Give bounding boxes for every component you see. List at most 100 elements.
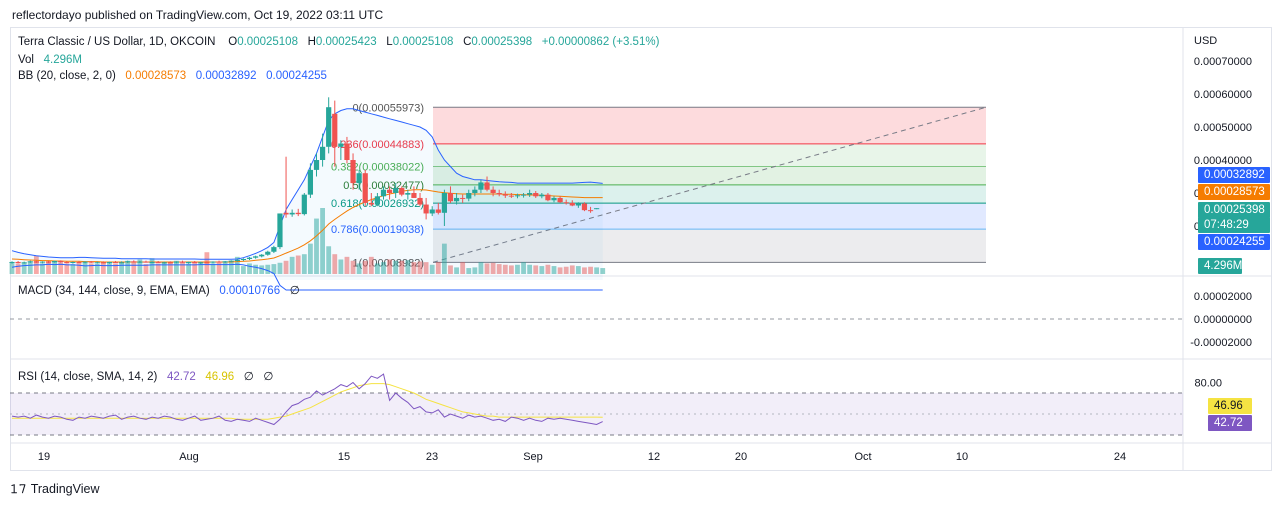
volume-bar (234, 256, 240, 274)
candle-body (508, 195, 514, 197)
volume-bar (125, 260, 131, 274)
candle-body (137, 261, 143, 263)
candle-body (380, 189, 387, 197)
candle-body (167, 262, 173, 264)
candle-body (386, 189, 393, 193)
volume-bar (15, 263, 21, 274)
volume-bar (107, 262, 112, 274)
fib-level-label: 0(0.00055973) (352, 102, 424, 114)
volume-bar (454, 267, 459, 274)
volume-bar (149, 258, 155, 274)
tradingview-logo[interactable]: 𝟷𝟽 TradingView (10, 481, 100, 497)
fib-zone (433, 166, 986, 185)
volume-bar (137, 259, 143, 274)
bb-basis-value: 0.00028573 (125, 70, 187, 82)
volume-bar (320, 208, 325, 274)
volume-bar (375, 263, 380, 274)
volume-label[interactable]: Vol (18, 54, 34, 66)
countdown-tag: 07:48:29 (1198, 217, 1270, 233)
volume-bar (82, 261, 88, 274)
candle-body (210, 261, 216, 263)
bb-upper-line (11, 108, 603, 260)
volume-bar (308, 243, 313, 274)
volume-bar (435, 262, 441, 274)
candle-body (39, 261, 46, 263)
volume-bar (113, 263, 118, 274)
candle-body (289, 212, 295, 215)
candle-body (581, 203, 588, 211)
volume-bar (198, 263, 204, 274)
candle-body (338, 143, 344, 147)
candle-body (362, 173, 368, 203)
candle-body (143, 261, 149, 263)
volume-bar (484, 263, 490, 274)
candle-body (344, 143, 350, 160)
volume-bar (508, 265, 514, 274)
low-value: 0.00025108 (392, 36, 454, 48)
volume-bar (441, 243, 447, 274)
volume-bar (283, 260, 289, 274)
macd-label[interactable]: MACD (34, 144, close, 9, EMA, EMA) (18, 285, 210, 297)
macd-legend: MACD (34, 144, close, 9, EMA, EMA) 0.000… (18, 283, 300, 297)
volume-bar (350, 260, 356, 274)
volume-bar (228, 262, 234, 274)
candle-body (76, 261, 82, 263)
volume-bar (167, 262, 173, 274)
volume-bar (131, 262, 137, 274)
volume-bar (356, 263, 362, 274)
macd-na: ∅ (289, 285, 300, 297)
candle-body (441, 193, 447, 213)
volume-bar (405, 260, 411, 274)
price-tick-label: 0.00060000 (1194, 89, 1252, 101)
rsi-line (11, 373, 603, 426)
volume-bar (155, 263, 161, 274)
candle-body (253, 256, 259, 258)
fib-zone (433, 184, 986, 204)
volume-tag: 4.296M (1198, 258, 1242, 274)
chart-frame[interactable] (10, 27, 1272, 471)
candle-body (216, 261, 222, 263)
candle-body (295, 212, 301, 215)
symbol-title[interactable]: Terra Classic / US Dollar, 1D, OKCOIN (18, 36, 216, 48)
candle-body (533, 193, 539, 197)
volume-bar (27, 261, 33, 274)
time-axis-label: 19 (38, 451, 50, 463)
candle-body (557, 197, 563, 203)
candle-body (179, 261, 186, 263)
volume-bar (265, 264, 271, 274)
volume-bar (502, 264, 508, 274)
symbol-legend: Terra Classic / US Dollar, 1D, OKCOIN O0… (18, 36, 659, 48)
macd-tick-label: 0.00000000 (1194, 314, 1252, 326)
rsi-legend: RSI (14, close, SMA, 14, 2) 42.72 46.96 … (18, 369, 273, 383)
rsi-label[interactable]: RSI (14, close, SMA, 14, 2) (18, 371, 158, 383)
volume-bar (210, 263, 216, 274)
candle-body (265, 251, 271, 255)
volume-bar (222, 261, 228, 274)
change-value: +0.00000862 (+3.51%) (541, 36, 660, 48)
volume-bar (21, 262, 27, 274)
time-axis-label: 12 (648, 451, 660, 463)
candle-body (575, 203, 581, 206)
volume-bar (393, 260, 399, 274)
volume-legend: Vol 4.296M (18, 54, 82, 66)
bb-band-fill (12, 108, 603, 280)
volume-bar (326, 246, 332, 274)
candle-body (186, 261, 192, 263)
candle-body (234, 259, 240, 261)
volume-bar (539, 266, 545, 274)
volume-bar (9, 262, 15, 274)
bb-label[interactable]: BB (20, close, 2, 0) (18, 70, 116, 82)
candle-body (125, 261, 131, 263)
candle-body (545, 194, 551, 201)
candle-body (563, 202, 569, 204)
rsi-ma-value: 46.96 (205, 371, 235, 383)
candle-body (393, 188, 399, 193)
volume-bar (338, 259, 344, 274)
volume-bar (143, 264, 149, 274)
rsi-value: 42.72 (166, 371, 196, 383)
macd-tick-label: 0.00002000 (1194, 291, 1252, 303)
tradingview-brand: TradingView (30, 482, 100, 496)
volume-bar (557, 267, 563, 274)
candle-body (58, 260, 64, 262)
